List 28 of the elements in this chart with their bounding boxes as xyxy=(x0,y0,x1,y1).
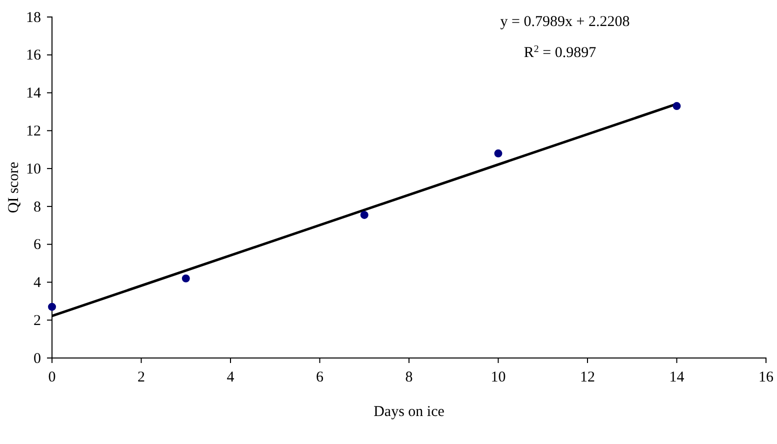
point xyxy=(360,210,368,219)
annotation: y = 0.7989x + 2.2208 xyxy=(500,14,630,30)
point xyxy=(182,274,190,282)
y-tick-label: 10 xyxy=(26,161,41,178)
y-tick-label: 4 xyxy=(34,275,42,292)
x-tick-label: 6 xyxy=(316,370,324,386)
x-axis-title: Days on ice xyxy=(374,404,445,420)
x-tick-label: 12 xyxy=(580,370,595,386)
y-tick-label: 6 xyxy=(34,237,42,254)
annotation: R$^{2}$ = 0.9897 xyxy=(524,44,597,61)
point xyxy=(672,102,681,110)
y-tick-label: 0 xyxy=(34,350,41,367)
y-tick-label: 16 xyxy=(26,48,42,64)
x-tick-label: 2 xyxy=(138,370,145,386)
y-tick-label: 8 xyxy=(34,199,41,216)
x-tick-label: 16 xyxy=(758,370,774,386)
x-tick-label: 14 xyxy=(669,370,685,386)
x-tick-label: 0 xyxy=(48,370,56,386)
y-axis-title: QI score xyxy=(6,162,22,214)
y-tick-label: 14 xyxy=(26,86,42,102)
point xyxy=(494,149,502,158)
y-tick-label: 12 xyxy=(26,123,41,140)
y-tick-label: 18 xyxy=(26,10,41,26)
x-tick-label: 8 xyxy=(405,370,413,386)
point xyxy=(48,302,56,311)
y-tick-label: 2 xyxy=(34,312,41,329)
x-tick-label: 4 xyxy=(226,370,235,386)
x-tick-label: 10 xyxy=(490,370,506,386)
